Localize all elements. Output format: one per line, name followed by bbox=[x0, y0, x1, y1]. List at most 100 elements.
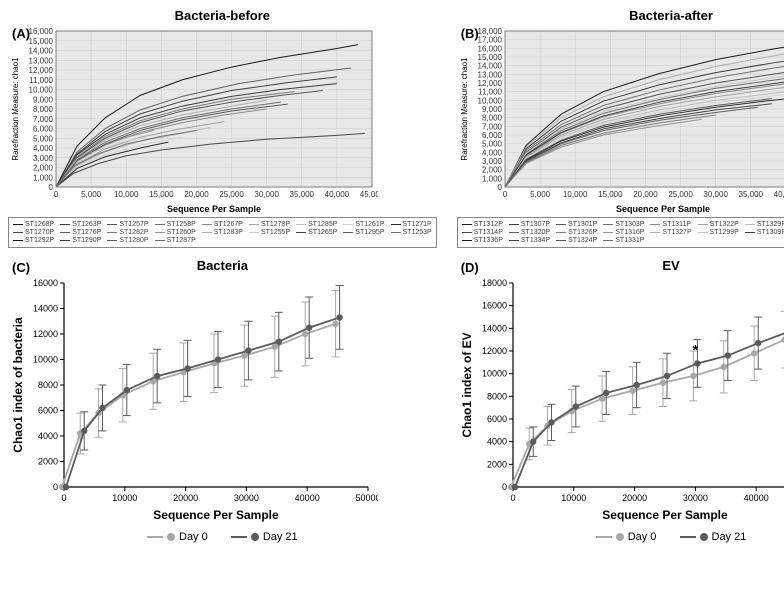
svg-text:14,000: 14,000 bbox=[29, 47, 54, 56]
legend-day0-label-d: Day 0 bbox=[628, 531, 657, 543]
svg-text:Sequence Per Sample: Sequence Per Sample bbox=[602, 508, 728, 522]
svg-text:5,000: 5,000 bbox=[81, 190, 102, 199]
svg-text:40,000: 40,000 bbox=[325, 190, 350, 199]
svg-text:*: * bbox=[692, 341, 698, 357]
svg-text:Sequence Per Sample: Sequence Per Sample bbox=[153, 508, 279, 522]
legend-item: ST1280P bbox=[107, 237, 148, 244]
svg-text:15,000: 15,000 bbox=[29, 37, 54, 46]
svg-text:40000: 40000 bbox=[743, 493, 768, 503]
svg-text:30000: 30000 bbox=[683, 493, 708, 503]
svg-text:30000: 30000 bbox=[234, 493, 259, 503]
svg-text:10,000: 10,000 bbox=[114, 190, 139, 199]
legend-item: ST1271P bbox=[391, 221, 432, 228]
svg-text:10000: 10000 bbox=[482, 369, 507, 379]
legend-day0-marker-d bbox=[616, 533, 624, 541]
legend-day0-line-d bbox=[596, 536, 612, 538]
svg-text:11,000: 11,000 bbox=[478, 88, 502, 97]
svg-text:8000: 8000 bbox=[38, 380, 58, 390]
svg-text:5,000: 5,000 bbox=[482, 140, 503, 149]
svg-text:16000: 16000 bbox=[33, 278, 58, 288]
svg-text:5,000: 5,000 bbox=[530, 190, 551, 199]
legend-item: ST1260P bbox=[155, 229, 196, 236]
svg-text:14000: 14000 bbox=[482, 323, 507, 333]
legend-item: ST1336P bbox=[462, 237, 503, 244]
svg-text:20,000: 20,000 bbox=[184, 190, 209, 199]
legend-day0: Day 0 bbox=[147, 531, 208, 543]
legend-item: ST1327P bbox=[650, 229, 691, 236]
panel-d-legend: Day 0 Day 21 bbox=[457, 529, 784, 543]
svg-text:2000: 2000 bbox=[38, 457, 58, 467]
svg-text:16,000: 16,000 bbox=[29, 27, 54, 36]
panel-b: Bacteria-after (B) 01,0002,0003,0004,000… bbox=[457, 8, 784, 248]
legend-item: ST1270P bbox=[13, 229, 54, 236]
svg-text:8,000: 8,000 bbox=[33, 105, 54, 114]
svg-text:4000: 4000 bbox=[38, 431, 58, 441]
svg-text:0: 0 bbox=[61, 493, 66, 503]
legend-item: ST1257P bbox=[107, 221, 148, 228]
svg-text:35,000: 35,000 bbox=[290, 190, 315, 199]
svg-text:7,000: 7,000 bbox=[33, 115, 54, 124]
svg-text:6,000: 6,000 bbox=[482, 131, 503, 140]
svg-text:14000: 14000 bbox=[33, 304, 58, 314]
svg-text:40000: 40000 bbox=[295, 493, 320, 503]
legend-item: ST1295P bbox=[343, 229, 384, 236]
legend-item: ST1283P bbox=[202, 229, 243, 236]
svg-text:30,000: 30,000 bbox=[254, 190, 279, 199]
panel-c-chart: 0200040006000800010000120001400016000010… bbox=[8, 275, 437, 525]
panel-a-chart: 01,0002,0003,0004,0005,0006,0007,0008,00… bbox=[8, 25, 437, 215]
legend-item: ST1292P bbox=[13, 237, 54, 244]
panel-a-legend: ST1268PST1263PST1257PST1258PST1267PST127… bbox=[8, 217, 437, 248]
svg-text:20000: 20000 bbox=[622, 493, 647, 503]
panel-d-chart: 0200040006000800010000120001400016000180… bbox=[457, 275, 784, 525]
svg-text:30,000: 30,000 bbox=[703, 190, 728, 199]
panel-c: (C) Bacteria 020004000600080001000012000… bbox=[8, 258, 437, 543]
legend-item: ST1255P bbox=[249, 229, 290, 236]
legend-item: ST1287P bbox=[155, 237, 196, 244]
svg-text:16,000: 16,000 bbox=[477, 44, 502, 53]
figure-grid: Bacteria-before (A) 01,0002,0003,0004,00… bbox=[8, 8, 776, 543]
svg-text:20000: 20000 bbox=[173, 493, 198, 503]
svg-text:35,000: 35,000 bbox=[738, 190, 763, 199]
panel-d-label: (D) bbox=[461, 260, 479, 275]
legend-item: ST1303P bbox=[603, 221, 644, 228]
legend-item: ST1278P bbox=[249, 221, 290, 228]
legend-day0-label: Day 0 bbox=[179, 531, 208, 543]
legend-item: ST1299P bbox=[698, 229, 739, 236]
svg-text:9,000: 9,000 bbox=[33, 95, 54, 104]
svg-text:3,000: 3,000 bbox=[33, 154, 54, 163]
svg-text:0: 0 bbox=[510, 493, 515, 503]
legend-day21-marker-d bbox=[700, 533, 708, 541]
svg-text:6000: 6000 bbox=[38, 406, 58, 416]
svg-text:2,000: 2,000 bbox=[482, 166, 503, 175]
panel-d-title: EV bbox=[457, 258, 784, 273]
panel-b-title: Bacteria-after bbox=[457, 8, 784, 23]
panel-b-label: (B) bbox=[461, 26, 479, 41]
legend-item: ST1261P bbox=[343, 221, 384, 228]
svg-text:8,000: 8,000 bbox=[482, 114, 503, 123]
legend-day21-marker bbox=[251, 533, 259, 541]
svg-text:15,000: 15,000 bbox=[477, 53, 502, 62]
svg-text:4000: 4000 bbox=[487, 437, 507, 447]
panel-c-label: (C) bbox=[12, 260, 30, 275]
legend-item: ST1276P bbox=[60, 229, 101, 236]
svg-text:12000: 12000 bbox=[33, 329, 58, 339]
svg-text:10000: 10000 bbox=[561, 493, 586, 503]
legend-item: ST1324P bbox=[556, 237, 597, 244]
svg-text:10,000: 10,000 bbox=[563, 190, 588, 199]
panel-a: Bacteria-before (A) 01,0002,0003,0004,00… bbox=[8, 8, 437, 248]
svg-text:0: 0 bbox=[53, 482, 58, 492]
svg-text:Rarefraction Measure: chao1: Rarefraction Measure: chao1 bbox=[11, 57, 20, 161]
legend-day21-label-d: Day 21 bbox=[712, 531, 747, 543]
legend-item: ST1326P bbox=[556, 229, 597, 236]
legend-day0-d: Day 0 bbox=[596, 531, 657, 543]
svg-text:15,000: 15,000 bbox=[598, 190, 623, 199]
svg-text:13,000: 13,000 bbox=[477, 70, 502, 79]
svg-text:25,000: 25,000 bbox=[219, 190, 244, 199]
svg-text:45,000: 45,000 bbox=[360, 190, 378, 199]
legend-item: ST1314P bbox=[462, 229, 503, 236]
svg-text:2,000: 2,000 bbox=[33, 164, 54, 173]
legend-item: ST1312P bbox=[462, 221, 503, 228]
legend-day21-line-d bbox=[680, 536, 696, 538]
svg-text:4,000: 4,000 bbox=[33, 144, 54, 153]
legend-item: ST1311P bbox=[650, 221, 691, 228]
